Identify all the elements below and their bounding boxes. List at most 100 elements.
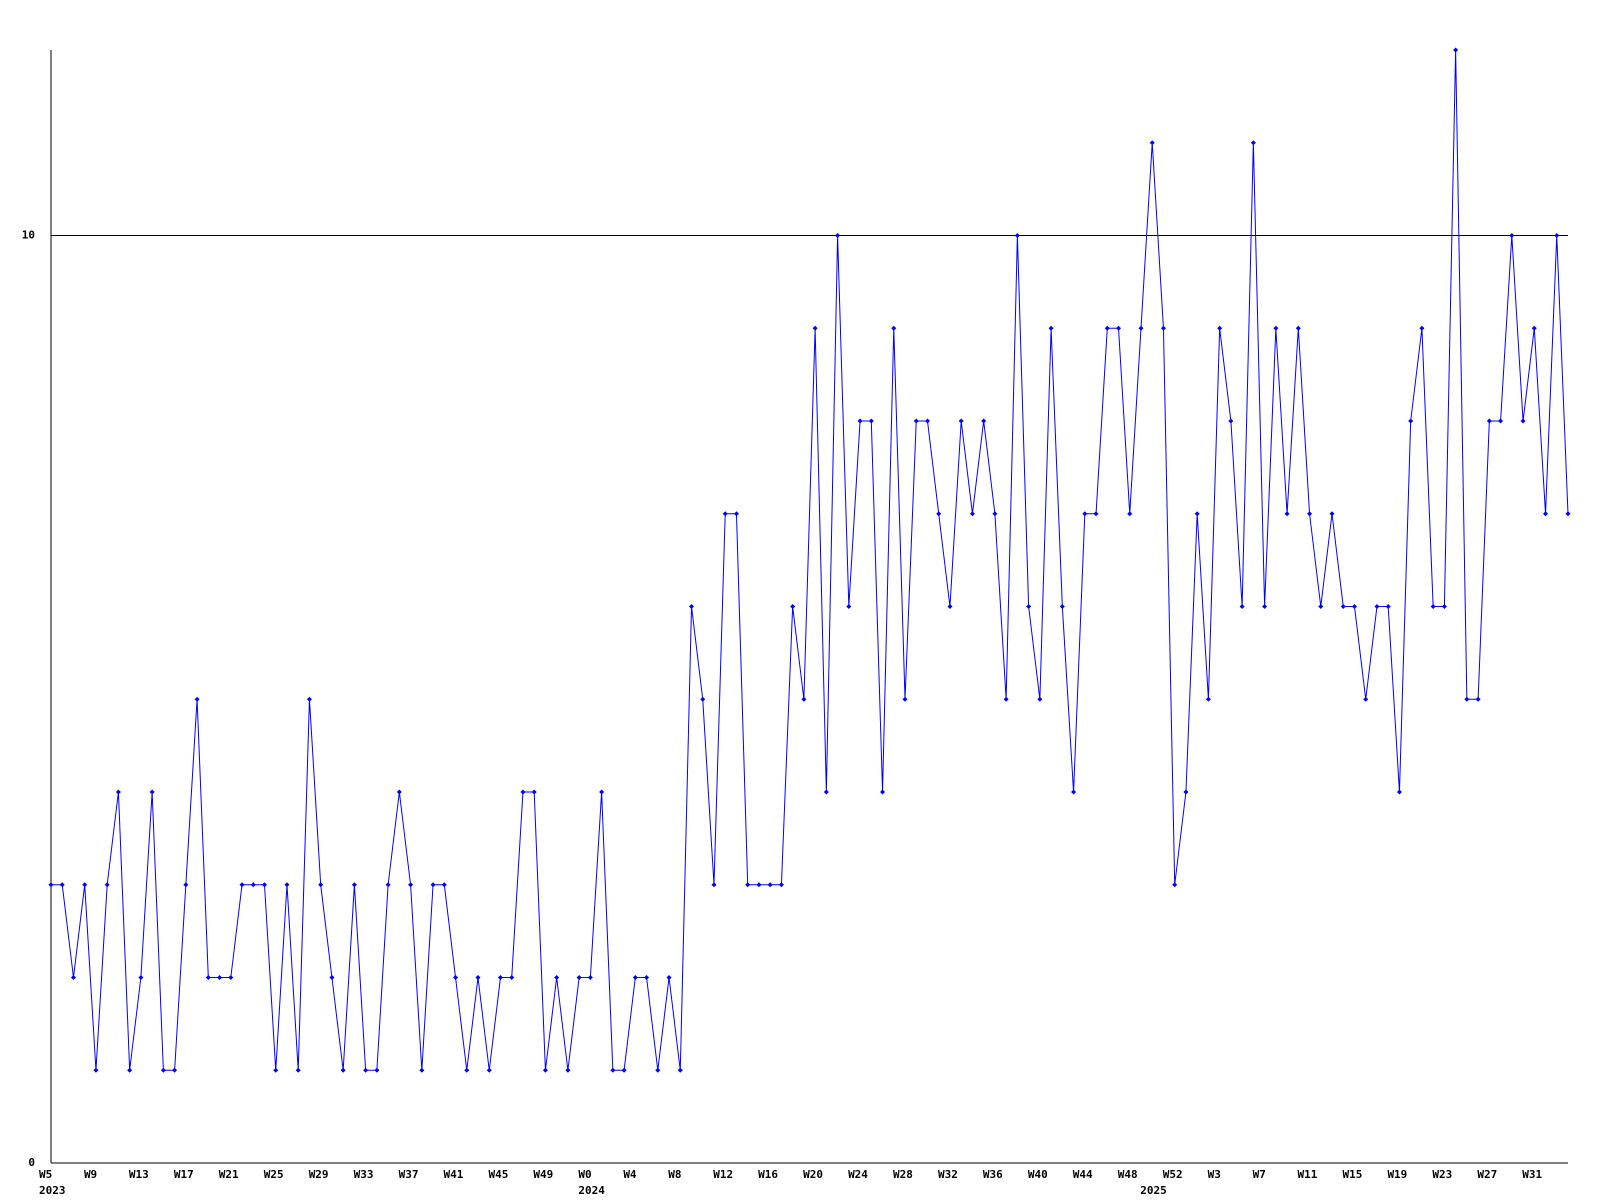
point [228,975,234,980]
point [610,1067,616,1073]
x-tick-label: W32 [938,1168,958,1181]
x-tick-label: W41 [444,1168,464,1181]
point [250,882,256,888]
x-tick-label: W21 [219,1168,239,1181]
point [160,1067,166,1073]
point [790,604,796,609]
point [1127,511,1133,517]
point [1486,418,1492,424]
point [801,696,807,702]
point [284,882,290,888]
point [1239,604,1245,609]
point [1003,696,1009,702]
point [464,1067,470,1073]
point [1520,418,1526,424]
x-tick-label: W13 [129,1168,149,1181]
point [183,882,189,888]
point [992,511,998,517]
point [891,325,897,331]
x-tick-label: W0 [578,1168,591,1181]
point [1565,511,1571,517]
point [1419,325,1425,331]
x-tick-label: W12 [713,1168,733,1181]
point [262,882,268,888]
point [1217,325,1223,331]
point [542,1067,548,1073]
point [1273,325,1279,331]
point [318,882,324,888]
point [1037,696,1043,702]
point [329,975,335,980]
point [913,418,919,424]
x-tick-label: W4 [623,1168,637,1181]
point [1475,696,1481,702]
point [1284,511,1290,517]
point [576,975,582,980]
x-tick-label: W29 [309,1168,329,1181]
point [363,1067,369,1073]
point [1363,696,1369,702]
point [374,1067,380,1073]
point [497,975,503,980]
point [689,604,695,609]
point [924,418,930,424]
point [59,882,65,888]
point [1340,604,1346,609]
point [1116,325,1122,331]
x-tick-label: W15 [1342,1168,1362,1181]
x-year-label: 2025 [1140,1184,1167,1197]
point [273,1067,279,1073]
point [981,418,987,424]
point [1059,604,1065,609]
point [823,789,829,795]
x-tick-label: W24 [848,1168,868,1181]
x-tick-label: W31 [1522,1168,1542,1181]
x-tick-label: W37 [399,1168,419,1181]
point [745,882,751,888]
point [958,418,964,424]
point [217,975,223,980]
point [1430,604,1436,609]
point [1329,511,1335,517]
point [419,1067,425,1073]
point [82,882,88,888]
point [1104,325,1110,331]
point [700,696,706,702]
point [430,882,436,888]
x-year-label: 2023 [39,1184,66,1197]
x-tick-label: W49 [533,1168,553,1181]
point [857,418,863,424]
point [621,1067,627,1073]
point [846,604,852,609]
point [1026,604,1032,609]
point [486,1067,492,1073]
point [295,1067,301,1073]
point [1160,325,1166,331]
point [1071,789,1077,795]
point [1014,233,1020,238]
x-tick-label: W27 [1477,1168,1497,1181]
point [441,882,447,888]
point [778,882,784,888]
point [1172,882,1178,888]
point [70,975,76,980]
x-tick-label: W5 [39,1168,52,1181]
point [711,882,717,888]
x-tick-label: W45 [488,1168,508,1181]
point [1385,604,1391,609]
point [127,1067,133,1073]
point [1138,325,1144,331]
point [644,975,650,980]
point [1194,511,1200,517]
point [1509,233,1515,238]
point [767,882,773,888]
point [969,511,975,517]
x-tick-label: W36 [983,1168,1003,1181]
point [1543,511,1549,517]
point [599,789,605,795]
point [509,975,515,980]
point [947,604,953,609]
point [655,1067,661,1073]
point [453,975,459,980]
